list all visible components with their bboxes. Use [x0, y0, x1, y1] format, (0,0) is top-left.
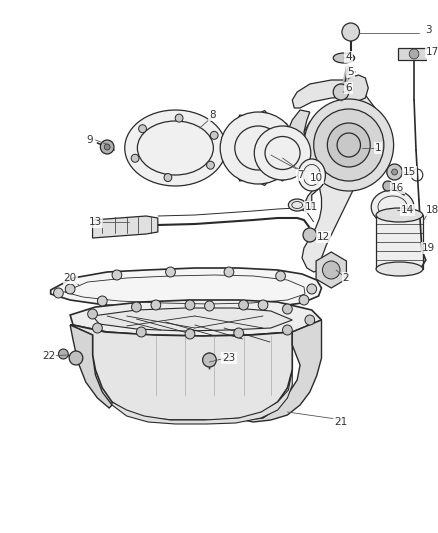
Text: 21: 21 [334, 417, 348, 427]
Circle shape [58, 349, 68, 359]
Circle shape [139, 125, 146, 133]
Circle shape [207, 161, 214, 169]
Text: 10: 10 [310, 173, 323, 183]
Text: 20: 20 [64, 273, 77, 283]
Circle shape [333, 84, 349, 100]
Circle shape [210, 131, 218, 139]
Circle shape [307, 284, 317, 294]
Ellipse shape [376, 262, 423, 276]
Polygon shape [51, 268, 321, 308]
Polygon shape [112, 370, 292, 424]
Circle shape [203, 353, 216, 367]
Polygon shape [376, 215, 423, 269]
Polygon shape [255, 125, 310, 181]
Circle shape [305, 315, 314, 325]
Circle shape [299, 295, 309, 305]
Circle shape [166, 267, 175, 277]
Polygon shape [125, 110, 226, 186]
Circle shape [383, 181, 392, 191]
Circle shape [327, 123, 370, 167]
Circle shape [239, 300, 248, 310]
Circle shape [151, 300, 161, 310]
Polygon shape [92, 216, 158, 238]
Circle shape [185, 300, 195, 310]
Text: 8: 8 [209, 110, 215, 120]
Text: 7: 7 [297, 170, 304, 180]
Text: 22: 22 [42, 351, 55, 361]
Text: 6: 6 [346, 83, 352, 93]
Ellipse shape [371, 190, 414, 224]
Text: 3: 3 [425, 25, 432, 35]
Circle shape [342, 23, 360, 41]
Ellipse shape [333, 53, 355, 63]
Circle shape [88, 309, 97, 319]
Circle shape [322, 261, 340, 279]
Circle shape [97, 296, 107, 306]
Text: 19: 19 [422, 243, 435, 253]
Circle shape [276, 271, 286, 281]
Circle shape [65, 284, 75, 294]
Text: 12: 12 [317, 232, 330, 242]
Circle shape [409, 49, 419, 59]
Polygon shape [70, 325, 112, 408]
Polygon shape [92, 308, 292, 331]
Ellipse shape [288, 199, 306, 211]
Circle shape [131, 302, 141, 312]
Text: 16: 16 [391, 183, 404, 193]
Text: 11: 11 [305, 202, 318, 212]
Ellipse shape [220, 112, 296, 184]
Circle shape [258, 300, 268, 310]
Circle shape [136, 327, 146, 337]
Circle shape [104, 144, 110, 150]
Circle shape [303, 228, 317, 242]
Circle shape [131, 154, 139, 162]
Text: 13: 13 [89, 217, 102, 227]
Polygon shape [287, 110, 310, 165]
Circle shape [234, 328, 244, 338]
Circle shape [100, 140, 114, 154]
Text: 1: 1 [374, 143, 381, 153]
Polygon shape [70, 300, 321, 336]
Circle shape [314, 109, 384, 181]
Circle shape [283, 304, 292, 314]
Polygon shape [300, 88, 380, 272]
Circle shape [304, 99, 394, 191]
Text: 18: 18 [426, 205, 438, 215]
Text: 5: 5 [347, 67, 354, 77]
Polygon shape [223, 110, 295, 185]
Circle shape [92, 323, 102, 333]
Circle shape [392, 169, 398, 175]
Circle shape [185, 329, 195, 339]
Ellipse shape [376, 208, 423, 222]
Text: 17: 17 [426, 47, 438, 57]
Ellipse shape [298, 159, 325, 191]
Polygon shape [316, 252, 346, 288]
Ellipse shape [254, 126, 311, 180]
Circle shape [224, 267, 234, 277]
Text: 14: 14 [401, 205, 414, 215]
Polygon shape [339, 75, 368, 102]
Text: 4: 4 [346, 52, 352, 62]
Text: 15: 15 [403, 167, 416, 177]
Circle shape [205, 301, 214, 311]
Circle shape [112, 270, 122, 280]
Circle shape [53, 288, 64, 298]
Text: 9: 9 [86, 135, 93, 145]
Polygon shape [292, 80, 349, 108]
Circle shape [175, 114, 183, 122]
Polygon shape [70, 325, 292, 420]
Polygon shape [399, 48, 430, 60]
Text: 23: 23 [223, 353, 236, 363]
Polygon shape [244, 320, 321, 422]
Circle shape [164, 174, 172, 182]
Polygon shape [304, 150, 339, 210]
Circle shape [69, 351, 83, 365]
Circle shape [283, 325, 292, 335]
Circle shape [387, 164, 403, 180]
Text: 2: 2 [343, 273, 349, 283]
